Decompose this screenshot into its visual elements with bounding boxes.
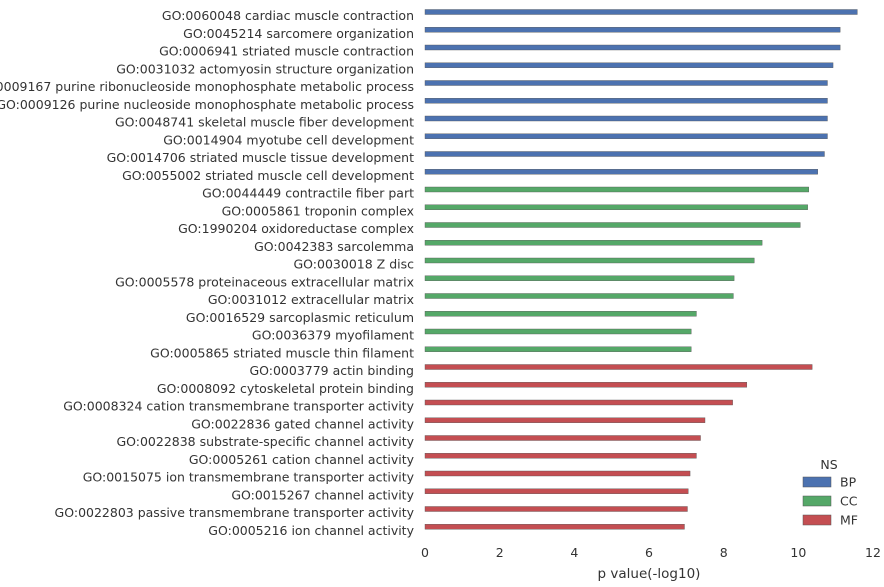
bar-bp bbox=[424, 151, 825, 157]
legend-label-mf: MF bbox=[840, 513, 858, 528]
category-label: GO:0005261 cation channel activity bbox=[189, 452, 415, 467]
bar-mf bbox=[424, 399, 733, 406]
x-tick-label: 0 bbox=[421, 545, 429, 560]
bar-mf bbox=[424, 524, 685, 530]
x-tick-label: 4 bbox=[570, 545, 578, 560]
bar-bp bbox=[424, 62, 834, 68]
category-label: GO:0022803 passive transmembrane transpo… bbox=[55, 505, 415, 520]
legend-swatch-cc bbox=[802, 495, 832, 507]
category-label: GO:0009167 purine ribonucleoside monopho… bbox=[0, 79, 414, 94]
x-axis-ticks: 0 2 4 6 8 10 12 bbox=[421, 545, 881, 560]
category-label: GO:0044449 contractile fiber part bbox=[202, 186, 414, 201]
bar-bp bbox=[424, 115, 828, 122]
category-label: GO:0045214 sarcomere organization bbox=[183, 26, 414, 41]
bar-bp bbox=[424, 9, 858, 15]
x-axis-title: p value(-log10) bbox=[598, 566, 701, 582]
bar-bp bbox=[424, 133, 828, 139]
x-tick-label: 10 bbox=[790, 545, 806, 560]
bar-cc bbox=[424, 293, 734, 299]
category-label: GO:0005216 ion channel activity bbox=[208, 523, 414, 538]
category-label: GO:0006941 striated muscle contraction bbox=[159, 44, 414, 59]
x-tick-label: 8 bbox=[720, 545, 728, 560]
legend-swatch-bp bbox=[802, 476, 832, 488]
legend: NS BP CC MF bbox=[802, 457, 858, 528]
category-label: GO:0030018 Z disc bbox=[294, 257, 415, 272]
category-label: GO:0016529 sarcoplasmic reticulum bbox=[186, 310, 414, 325]
category-label: GO:0015267 channel activity bbox=[231, 487, 414, 502]
legend-label-bp: BP bbox=[840, 475, 857, 490]
bar-cc bbox=[424, 275, 735, 281]
bar-cc bbox=[424, 346, 692, 352]
bar-mf bbox=[424, 382, 748, 388]
category-label: GO:0042383 sarcolemma bbox=[254, 239, 414, 254]
category-label: GO:0008324 cation transmembrane transpor… bbox=[63, 399, 414, 414]
category-label: GO:0036379 myofilament bbox=[252, 328, 414, 343]
category-label: GO:0014904 myotube cell development bbox=[163, 132, 414, 147]
bar-mf bbox=[424, 488, 689, 494]
category-label: GO:0009126 purine nucleoside monophospha… bbox=[0, 97, 414, 112]
x-tick-label: 12 bbox=[865, 545, 881, 560]
category-label: GO:0005861 troponin complex bbox=[222, 203, 414, 218]
category-label: GO:0048741 skeletal muscle fiber develop… bbox=[115, 115, 414, 130]
legend-label-cc: CC bbox=[840, 494, 858, 509]
bar-mf bbox=[424, 364, 813, 370]
category-label: GO:0014706 striated muscle tissue develo… bbox=[107, 150, 415, 165]
bar-mf bbox=[424, 417, 706, 423]
category-label: GO:0022838 substrate-specific channel ac… bbox=[116, 434, 414, 449]
x-tick-label: 2 bbox=[496, 545, 504, 560]
bar-mf bbox=[424, 506, 688, 512]
x-tick-label: 6 bbox=[645, 545, 653, 560]
bar-bp bbox=[424, 98, 828, 104]
bar-bp bbox=[424, 169, 818, 175]
bar-bp bbox=[424, 80, 828, 86]
category-label: GO:0031012 extracellular matrix bbox=[208, 292, 414, 307]
category-label: GO:0060048 cardiac muscle contraction bbox=[162, 8, 414, 23]
bar-mf bbox=[424, 435, 701, 441]
category-label: GO:0005865 striated muscle thin filament bbox=[150, 345, 414, 360]
bar-cc bbox=[424, 328, 692, 335]
bar-cc bbox=[424, 222, 801, 228]
bar-cc bbox=[424, 240, 763, 246]
bar-mf bbox=[424, 453, 697, 459]
category-label: GO:0003779 actin binding bbox=[249, 363, 414, 378]
legend-swatch-mf bbox=[802, 514, 832, 526]
category-labels: GO:0060048 cardiac muscle contraction GO:… bbox=[0, 8, 415, 538]
category-label: GO:0015075 ion transmembrane transporter… bbox=[83, 470, 415, 485]
category-label: GO:0005578 proteinaceous extracellular m… bbox=[115, 274, 414, 289]
bar-mf bbox=[424, 470, 691, 477]
bar-cc bbox=[424, 204, 808, 210]
category-label: GO:0031032 actomyosin structure organiza… bbox=[116, 61, 414, 76]
category-label: GO:0008092 cytoskeletal protein binding bbox=[157, 381, 414, 396]
category-label: GO:1990204 oxidoreductase complex bbox=[178, 221, 414, 236]
bar-bp bbox=[424, 44, 841, 51]
category-label: GO:0055002 striated muscle cell developm… bbox=[122, 168, 414, 183]
bar-cc bbox=[424, 311, 697, 317]
legend-title: NS bbox=[820, 457, 837, 472]
bar-cc bbox=[424, 186, 809, 193]
bar-bp bbox=[424, 27, 841, 33]
bars-layer bbox=[424, 9, 858, 530]
bar-cc bbox=[424, 257, 755, 264]
category-label: GO:0022836 gated channel activity bbox=[191, 416, 414, 431]
